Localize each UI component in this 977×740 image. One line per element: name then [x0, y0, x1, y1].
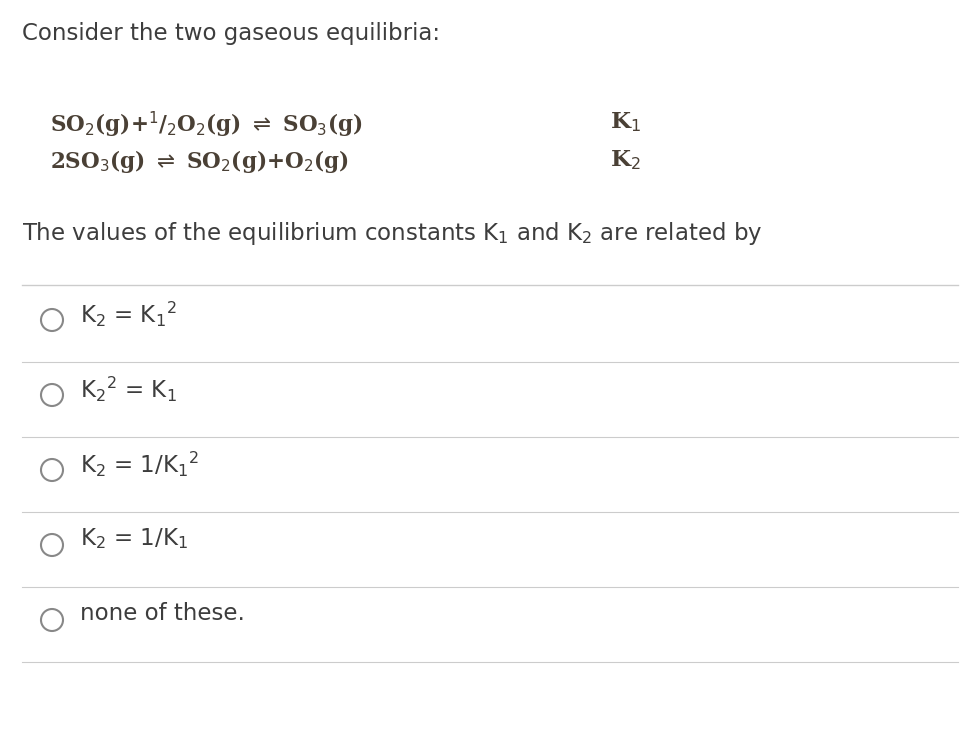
Text: K$_1$: K$_1$ — [610, 110, 640, 134]
Text: K$_2$ = 1/K$_1$$^2$: K$_2$ = 1/K$_1$$^2$ — [80, 449, 198, 479]
Text: K$_2$ = K$_1$$^2$: K$_2$ = K$_1$$^2$ — [80, 300, 177, 329]
Text: K$_2$$^2$ = K$_1$: K$_2$$^2$ = K$_1$ — [80, 374, 177, 403]
Text: none of these.: none of these. — [80, 602, 244, 625]
Text: Consider the two gaseous equilibria:: Consider the two gaseous equilibria: — [21, 22, 440, 45]
Text: The values of the equilibrium constants K$_1$ and K$_2$ are related by: The values of the equilibrium constants … — [21, 220, 762, 247]
Text: 2SO$_3$(g) $\rightleftharpoons$ SO$_2$(g)+O$_2$(g): 2SO$_3$(g) $\rightleftharpoons$ SO$_2$(g… — [50, 148, 349, 175]
Text: K$_2$ = 1/K$_1$: K$_2$ = 1/K$_1$ — [80, 527, 188, 551]
Text: K$_2$: K$_2$ — [610, 148, 640, 172]
Text: SO$_2$(g)+$^1$/$_2$O$_2$(g) $\rightleftharpoons$ SO$_3$(g): SO$_2$(g)+$^1$/$_2$O$_2$(g) $\rightlefth… — [50, 110, 362, 140]
